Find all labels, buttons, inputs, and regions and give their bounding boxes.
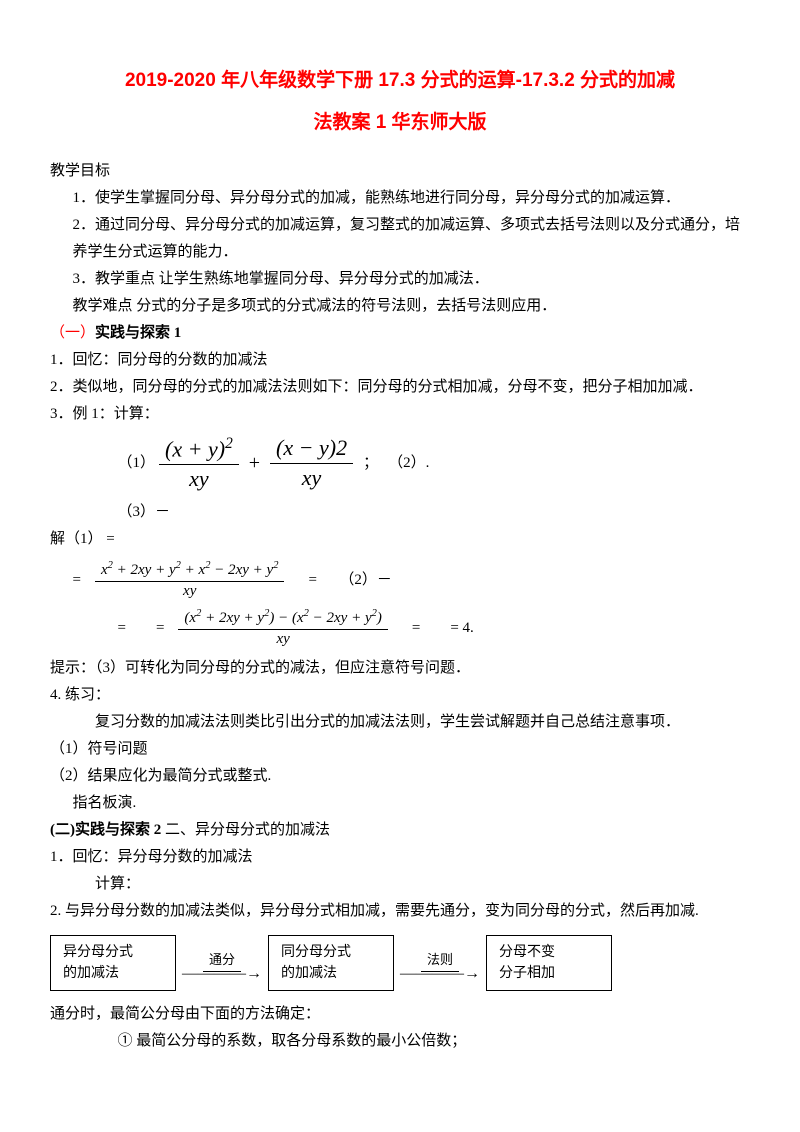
ex1-semicolon: ； bbox=[363, 450, 378, 477]
solution-line-3: = = (x2 + 2xy + y2) − (x2 − 2xy + y2) xy… bbox=[50, 607, 750, 649]
fraction-3: x2 + 2xy + y2 + x2 − 2xy + y2 xy bbox=[95, 559, 284, 601]
fraction-4: (x2 + 2xy + y2) − (x2 − 2xy + y2) xy bbox=[178, 607, 387, 649]
fraction-2: (x − y)2 xy bbox=[270, 434, 353, 492]
s2-p3: 通分时，最简公分母由下面的方法确定： bbox=[50, 1001, 750, 1028]
flowchart: 异分母分式 的加减法 通分 ————→ 同分母分式 的加减法 法则 ————→ … bbox=[50, 935, 750, 991]
practice-header: 4. 练习： bbox=[50, 682, 750, 709]
flow-box-1: 异分母分式 的加减法 bbox=[50, 935, 176, 991]
title-line2: 法教案 1 华东师大版 bbox=[50, 102, 750, 144]
s2-prefix: (二) bbox=[50, 822, 75, 838]
flow-box-2: 同分母分式 的加减法 bbox=[268, 935, 394, 991]
flow-box-3: 分母不变 分子相加 bbox=[486, 935, 612, 991]
eq-pre: = bbox=[73, 567, 81, 594]
goal-1: 1．使学生掌握同分母、异分母分式的加减，能熟练地进行同分母，异分母分式的加减运算… bbox=[50, 185, 750, 212]
s2-bold: 实践与探索 2 bbox=[75, 822, 161, 838]
goal-3: 3．教学重点 让学生熟练地掌握同分母、异分母分式的加减法． bbox=[50, 266, 750, 293]
example-1-formula: （1） (x + y)2 xy + (x − y)2 xy ； （2）. bbox=[50, 434, 750, 494]
difficulty: 教学难点 分式的分子是多项式的分式减法的符号法则，去括号法则应用． bbox=[50, 293, 750, 320]
s1-p1: 1．回忆：同分母的分数的加减法 bbox=[50, 347, 750, 374]
practice-p: 复习分数的加减法法则类比引出分式的加减法法则，学生尝试解题并自己总结注意事项． bbox=[50, 709, 750, 736]
practice-1: （1）符号问题 bbox=[50, 736, 750, 763]
eq-post: = （2）－ bbox=[308, 567, 391, 594]
ex3-label: （3）－ bbox=[50, 499, 750, 526]
plus-op: + bbox=[249, 445, 260, 481]
solution-line-2: = x2 + 2xy + y2 + x2 − 2xy + y2 xy = （2）… bbox=[50, 559, 750, 601]
eq-pre2: = = bbox=[118, 615, 165, 642]
ex1-label: （1） bbox=[118, 450, 156, 477]
practice-2: （2）结果应化为最简分式或整式. bbox=[50, 763, 750, 790]
section-2-header: (二)实践与探索 2 二、异分母分式的加减法 bbox=[50, 817, 750, 844]
goal-2: 2．通过同分母、异分母分式的加减运算，复习整式的加减运算、多项式去括号法则以及分… bbox=[50, 212, 750, 266]
s2-p1b: 计算： bbox=[50, 871, 750, 898]
s1-p3: 3．例 1：计算： bbox=[50, 401, 750, 428]
s1-prefix: （一） bbox=[50, 325, 95, 341]
ex2-label: （2）. bbox=[388, 450, 429, 477]
s1-bold: 实践与探索 1 bbox=[95, 325, 181, 341]
s1-p2: 2．类似地，同分母的分式的加减法法则如下：同分母的分式相加减，分母不变，把分子相… bbox=[50, 374, 750, 401]
section-1-header: （一）实践与探索 1 bbox=[50, 320, 750, 347]
s2-rest: 二、异分母分式的加减法 bbox=[161, 822, 330, 838]
goals-header: 教学目标 bbox=[50, 158, 750, 185]
hint: 提示：（3）可转化为同分母的分式的减法，但应注意符号问题． bbox=[50, 655, 750, 682]
s2-p3-1: ① 最简公分母的系数，取各分母系数的最小公倍数； bbox=[50, 1028, 750, 1055]
eq-post2: = = 4. bbox=[412, 615, 474, 642]
s2-p1: 1．回忆：异分母分数的加减法 bbox=[50, 844, 750, 871]
solution-label: 解（1） = bbox=[50, 526, 750, 553]
title-line1: 2019-2020 年八年级数学下册 17.3 分式的运算-17.3.2 分式的… bbox=[50, 60, 750, 102]
flow-arrow-1: 通分 ————→ bbox=[182, 948, 262, 979]
flow-arrow-2: 法则 ————→ bbox=[400, 948, 480, 979]
fraction-1: (x + y)2 xy bbox=[159, 434, 239, 494]
s2-p2: 2. 与异分母分数的加减法类似，异分母分式相加减，需要先通分，变为同分母的分式，… bbox=[50, 898, 750, 925]
practice-3: 指名板演. bbox=[50, 790, 750, 817]
